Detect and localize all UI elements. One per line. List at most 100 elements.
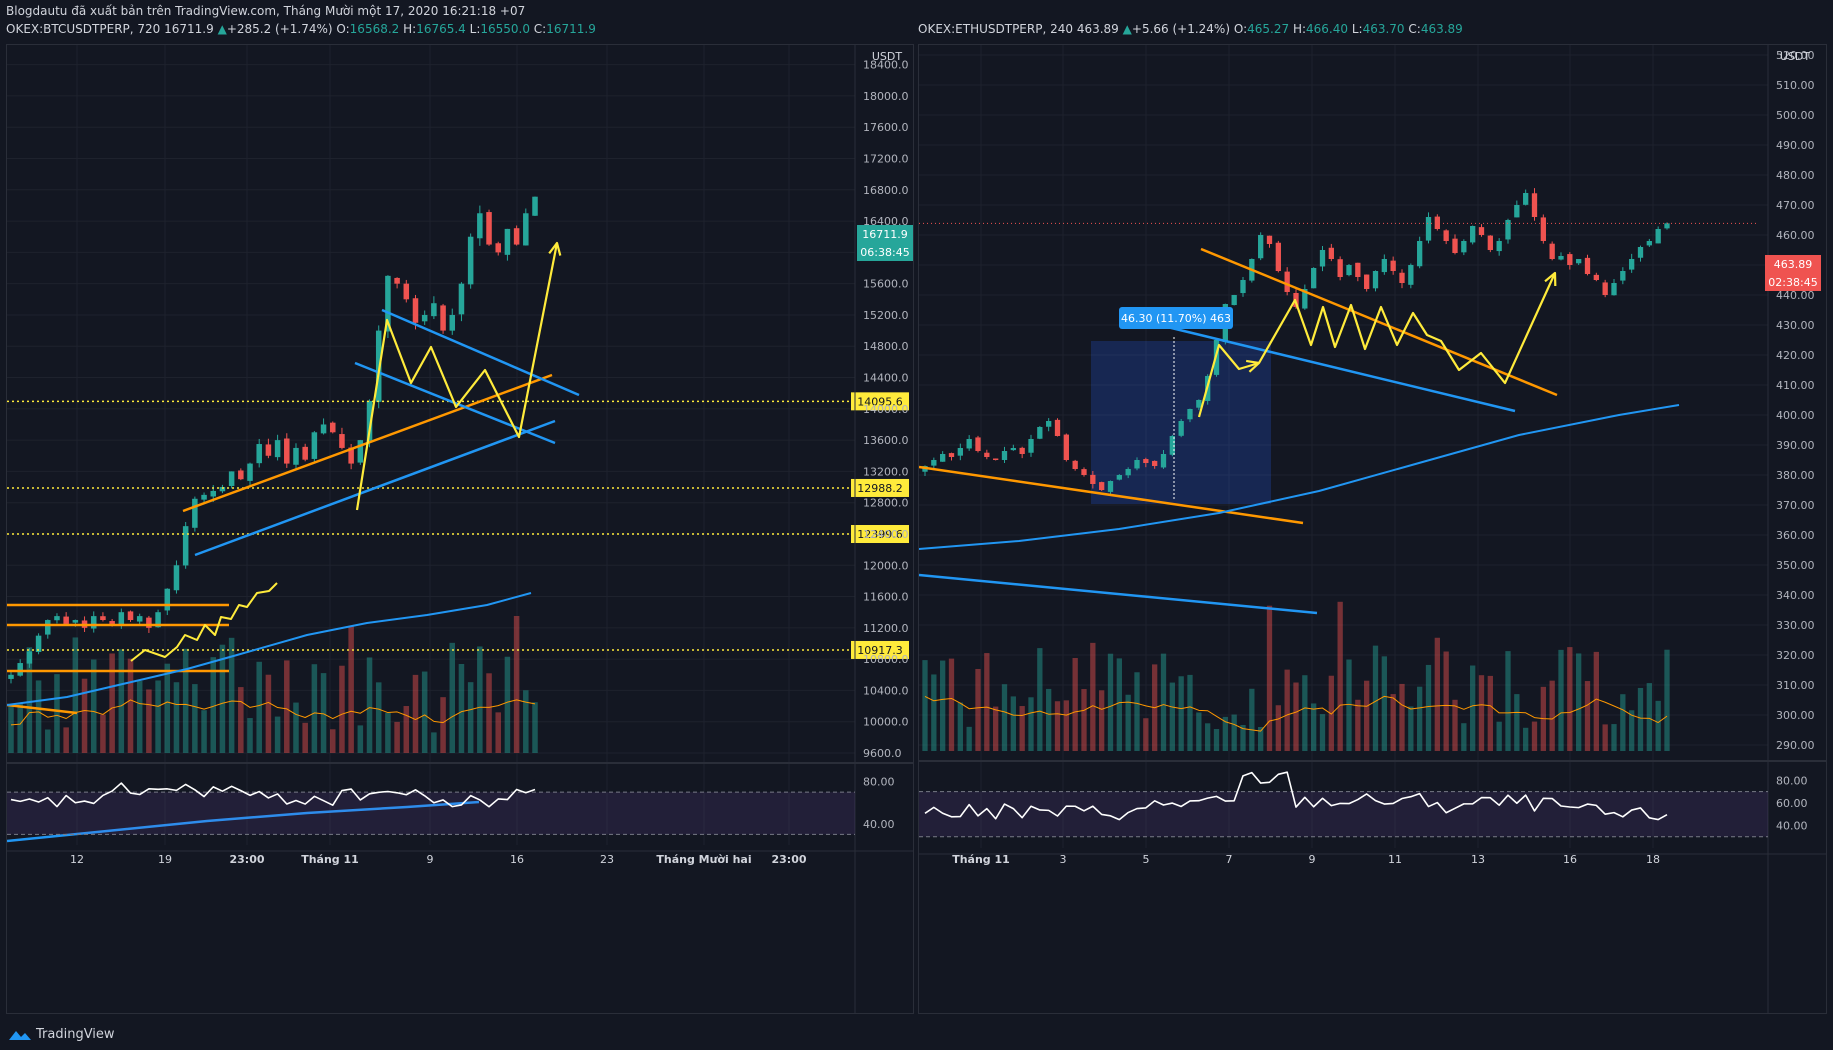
volume-bar <box>1213 729 1220 751</box>
rsi-tick-label: 80.00 <box>863 776 895 789</box>
btc-countdown: 06:38:45 <box>860 246 909 259</box>
price-tick-label: 360.00 <box>1776 529 1815 542</box>
candle-body <box>1470 226 1476 243</box>
volume-bar <box>238 687 244 753</box>
candle-body <box>339 434 345 448</box>
price-tick-label: 17600.0 <box>863 121 909 134</box>
time-tick-label: 16 <box>1563 853 1577 866</box>
eth-price-badge: 463.89 <box>1774 258 1813 271</box>
candle-body <box>228 471 235 486</box>
candle-body <box>1037 427 1043 439</box>
price-tick-label: 13600.0 <box>863 434 909 447</box>
time-tick-label: Tháng Mười hai <box>656 853 751 866</box>
eth-chart-pane[interactable]: 46.30 (11.70%) 463 520.00 510.00 500.00 490… <box>918 44 1827 1014</box>
candle-body <box>1417 241 1423 267</box>
volume-bar <box>1593 651 1599 751</box>
left-symbol: OKEX:BTCUSDTPERP, 720 <box>6 22 161 36</box>
candle-body <box>467 236 474 285</box>
volume-bar <box>1558 649 1564 751</box>
volume-bar <box>1019 706 1025 751</box>
candle-body <box>523 213 529 246</box>
right-close: 463.89 <box>1420 22 1463 36</box>
price-tick-label: 490.00 <box>1776 139 1815 152</box>
volume-bar <box>993 706 999 751</box>
candle-body <box>118 612 125 626</box>
volume-bar <box>1390 694 1396 751</box>
candle-body <box>412 298 419 323</box>
volume-bar <box>1523 727 1529 751</box>
candle-body <box>975 437 981 451</box>
volume-bar <box>1452 699 1458 751</box>
volume-bar <box>1099 690 1105 751</box>
eth-drawings <box>918 222 1759 615</box>
candle-body <box>1584 257 1591 274</box>
eth-chart[interactable]: 46.30 (11.70%) 463 520.00 510.00 500.00 490… <box>918 45 1826 1013</box>
candle-body <box>182 526 189 566</box>
right-last: 463.89 <box>1076 22 1119 36</box>
volume-bar <box>1284 669 1290 751</box>
level-badge-bg <box>851 525 909 544</box>
candle-body <box>192 498 198 528</box>
rsi-tick-label: 80.00 <box>1776 774 1808 787</box>
candle-body <box>1523 193 1529 205</box>
price-tick-label: 310.00 <box>1776 679 1815 692</box>
volume-bar <box>1046 688 1052 751</box>
volume-bar <box>1240 724 1246 751</box>
blue-channel-line <box>194 419 556 557</box>
candle-body <box>1443 230 1449 241</box>
candle-body <box>957 448 963 456</box>
right-change: +5.66 (+1.24%) <box>1131 22 1231 36</box>
volume-bar <box>127 658 134 753</box>
btc-price-axis: 18400.0 18000.0 17600.0 17200.0 16800.0 16400… <box>854 45 909 1013</box>
volume-bar <box>201 710 207 753</box>
volume-bar <box>1646 683 1652 751</box>
price-tick-label: 16800.0 <box>863 184 909 197</box>
candle-body <box>1196 400 1202 408</box>
candle-body <box>1081 469 1087 475</box>
candle-body <box>284 438 290 464</box>
price-tick-label: 440.00 <box>1776 289 1815 302</box>
candle-body <box>1408 265 1414 285</box>
volume-bar <box>1337 601 1343 751</box>
volume-bar <box>1637 687 1644 751</box>
volume-bar <box>1178 676 1184 751</box>
volume-bar <box>1196 712 1202 751</box>
volume-bar <box>228 637 235 753</box>
candle-body <box>1160 454 1167 468</box>
candle-body <box>1231 295 1237 306</box>
volume-bar <box>1434 637 1440 751</box>
volume-bar <box>922 660 928 751</box>
left-low: 16550.0 <box>480 22 530 36</box>
candle-body <box>1425 217 1432 241</box>
eth-time-axis: Tháng 11 3 5 7 9 11 13 16 18 <box>952 853 1660 866</box>
volume-bar <box>1487 675 1493 751</box>
volume-bar <box>1249 688 1255 751</box>
candle-body <box>210 490 217 497</box>
price-tick-label: 10800.0 <box>863 653 909 666</box>
btc-price-badge-bg <box>857 225 913 243</box>
candle-body <box>1620 271 1626 281</box>
candle-body <box>1593 274 1599 280</box>
tradingview-brand[interactable]: TradingView <box>8 1027 115 1042</box>
volume-bar <box>504 656 511 753</box>
left-close: 16711.9 <box>546 22 596 36</box>
volume-bar <box>109 653 115 753</box>
candle-body <box>256 444 262 464</box>
price-tick-label: 380.00 <box>1776 469 1815 482</box>
candle-body <box>1461 241 1467 253</box>
candle-body <box>1355 262 1361 277</box>
volume-bar <box>1107 653 1114 751</box>
volume-bar <box>1072 658 1078 751</box>
rsi-line <box>924 771 1668 821</box>
candle-body <box>931 460 937 466</box>
price-tick-label: 320.00 <box>1776 649 1815 662</box>
projection-arrow-head <box>1544 271 1557 287</box>
projection-arrow-start-head <box>1245 359 1261 373</box>
eth-countdown: 02:38:45 <box>1768 276 1817 289</box>
candle-body <box>219 487 226 492</box>
candle-body <box>1549 243 1555 259</box>
volume-bar <box>1090 642 1096 751</box>
btc-chart-pane[interactable]: 14095.6 12988.2 12399.6 10917.3 18400.0 1800… <box>6 44 914 1014</box>
candle-body <box>1390 260 1396 271</box>
btc-chart[interactable]: 14095.6 12988.2 12399.6 10917.3 18400.0 1800… <box>6 45 913 1013</box>
